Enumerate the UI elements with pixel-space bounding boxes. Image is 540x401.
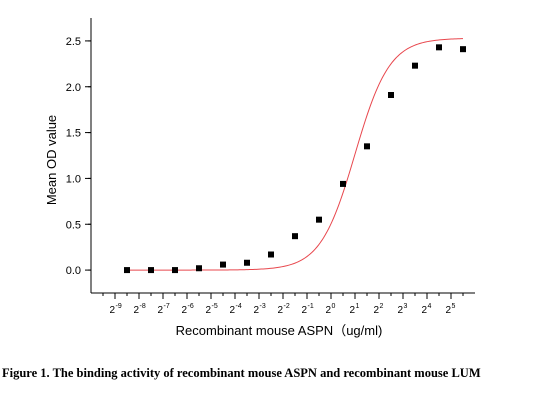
x-tick-exponent: -1 (308, 303, 314, 310)
x-tick-exponent: -3 (260, 303, 266, 310)
x-tick-label: 2 (181, 305, 187, 316)
axes (90, 18, 475, 294)
x-tick-label: 2 (397, 305, 403, 316)
data-point (220, 261, 226, 268)
data-point (124, 267, 130, 274)
x-tick-label: 2 (277, 305, 283, 316)
data-point (196, 265, 202, 272)
x-tick-exponent: -5 (212, 303, 218, 310)
x-tick-label: 2 (445, 305, 451, 316)
y-tick-label: 2.5 (66, 36, 81, 48)
x-tick-exponent: -7 (164, 303, 170, 310)
x-tick-label: 2 (325, 305, 331, 316)
data-point (340, 180, 346, 187)
y-tick-label: 0.5 (66, 219, 81, 231)
data-point (364, 143, 370, 150)
data-point (436, 44, 442, 51)
x-tick-exponent: 1 (356, 303, 360, 310)
x-tick-label: 2 (205, 305, 211, 316)
y-tick-label: 2.0 (66, 82, 81, 94)
data-point (460, 46, 466, 53)
x-tick-label: 2 (109, 305, 115, 316)
y-axis-label: Mean OD value (44, 115, 59, 205)
x-tick-label: 2 (421, 305, 427, 316)
x-tick-label: 2 (373, 305, 379, 316)
x-tick-label: 2 (253, 305, 259, 316)
figure-caption: Figure 1. The binding activity of recomb… (2, 366, 481, 380)
fit-curve (127, 38, 464, 271)
x-tick-label: 2 (349, 305, 355, 316)
x-tick-exponent: 0 (332, 303, 336, 310)
data-point (172, 267, 178, 274)
x-tick-label: 2 (133, 305, 139, 316)
y-ticks: 0.0 0.5 1.0 1.5 2.0 2.5 (66, 36, 91, 277)
y-tick-label: 0.0 (66, 265, 81, 277)
x-axis-label: Recombinant mouse ASPN（ug/ml) (176, 323, 383, 338)
x-tick-exponent: -6 (188, 303, 194, 310)
y-tick-label: 1.5 (66, 128, 81, 140)
data-point (148, 267, 154, 274)
x-tick-exponent: -8 (140, 303, 146, 310)
x-tick-exponent: 5 (452, 303, 456, 310)
y-tick-label: 1.0 (66, 173, 81, 185)
x-tick-exponent: 3 (404, 303, 408, 310)
data-point (388, 92, 394, 98)
x-tick-label: 2 (301, 305, 307, 316)
x-tick-exponent: -4 (236, 303, 242, 310)
data-points (124, 44, 466, 274)
x-tick-exponent: -2 (284, 303, 290, 310)
x-ticks: 2 -9 2 -8 2 -7 2 -6 2 -5 2 -4 2 -3 2 -2 2 -1 2 0 2 1 2 2 2 3 2 4 2 5 (102, 293, 464, 316)
data-point (412, 62, 418, 69)
x-tick-label: 2 (157, 305, 163, 316)
data-point (244, 259, 250, 266)
x-tick-exponent: 2 (380, 303, 384, 310)
data-point (316, 216, 322, 223)
x-tick-exponent: -9 (116, 303, 122, 310)
x-tick-label: 2 (229, 305, 235, 316)
data-point (268, 251, 274, 258)
x-tick-exponent: 4 (428, 303, 432, 310)
data-point (292, 233, 298, 240)
